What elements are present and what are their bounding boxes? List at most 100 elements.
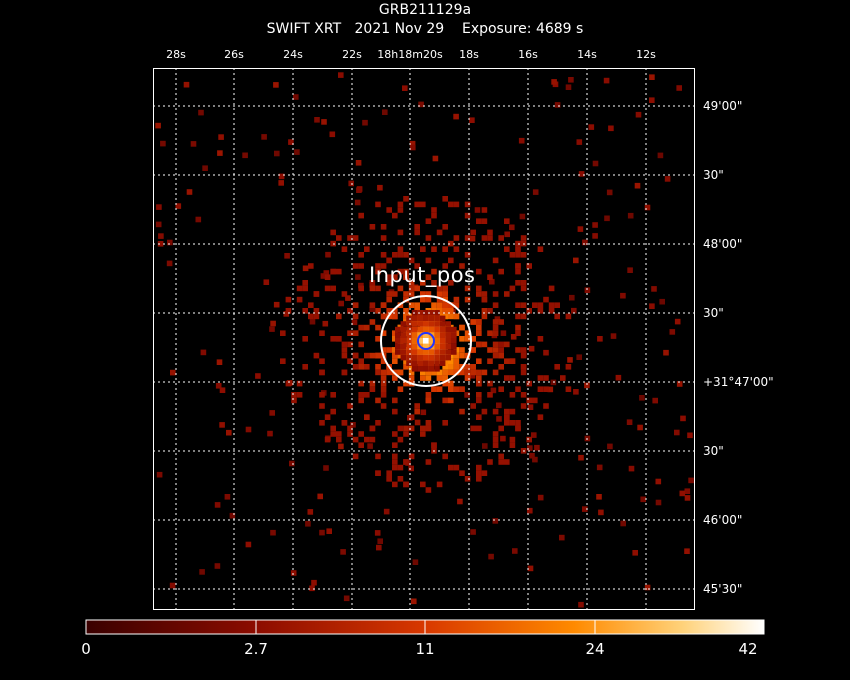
photon-pixel <box>380 347 387 353</box>
dec-tick-label: 45'30" <box>703 582 743 596</box>
photon-pixel <box>453 369 460 376</box>
photon-pixel <box>403 268 409 275</box>
photon-pixel <box>481 313 488 320</box>
photon-pixel <box>448 464 454 471</box>
photon-pixel <box>487 229 493 236</box>
photon-pixel <box>627 267 633 273</box>
photon-pixel <box>406 332 412 338</box>
ra-tick-label: 18h18m20s <box>377 48 443 61</box>
photon-pixel <box>448 358 454 364</box>
photon-pixel <box>330 268 336 275</box>
photon-pixel <box>425 274 432 280</box>
photon-pixel <box>215 383 222 389</box>
photon-pixel <box>470 425 476 432</box>
photon-pixel <box>383 508 390 515</box>
photon-pixel <box>186 189 193 195</box>
photon-pixel <box>498 268 504 275</box>
image-frame <box>153 68 695 610</box>
photon-pixel <box>386 207 392 213</box>
photon-pixel <box>358 212 364 219</box>
photon-pixel <box>406 326 412 333</box>
photon-pixel <box>355 160 362 166</box>
photon-pixel <box>326 528 332 534</box>
photon-pixel <box>216 359 223 365</box>
photon-pixel <box>420 201 426 208</box>
photon-pixel <box>420 431 426 437</box>
photon-pixel <box>199 569 205 575</box>
photon-pixel <box>324 285 331 292</box>
photon-pixel <box>634 182 641 189</box>
photon-pixel <box>352 453 359 460</box>
dec-tick-label: +31°47'00" <box>703 375 774 389</box>
photon-pixel <box>515 302 521 308</box>
photon-pixel <box>551 79 557 85</box>
photon-pixel <box>411 338 418 344</box>
dec-tick-label: 30" <box>703 444 724 458</box>
photon-pixel <box>567 357 573 363</box>
photon-pixel <box>459 352 465 359</box>
photon-pixel <box>157 241 164 247</box>
photon-pixel <box>531 432 537 438</box>
photon-pixel <box>364 364 370 370</box>
photon-pixel <box>559 534 565 541</box>
photon-pixel <box>476 341 482 348</box>
photon-pixel <box>395 343 401 350</box>
photon-pixel <box>403 358 409 364</box>
photon-pixel <box>649 303 655 309</box>
photon-pixel <box>358 358 364 364</box>
photon-pixel <box>425 375 432 381</box>
photon-pixel <box>607 443 613 450</box>
photon-pixel <box>347 341 353 348</box>
photon-pixel <box>403 459 409 465</box>
photon-pixel <box>442 285 448 292</box>
photon-pixel <box>414 263 420 269</box>
photon-pixel <box>336 268 342 275</box>
photon-pixel <box>439 321 446 327</box>
photon-pixel <box>425 235 432 241</box>
photon-pixel <box>464 330 471 336</box>
photon-pixel <box>554 364 560 370</box>
photon-pixel <box>423 366 429 372</box>
photon-pixel <box>397 201 404 208</box>
photon-pixel <box>218 134 224 140</box>
photon-pixel <box>392 308 398 314</box>
photon-pixel <box>408 257 415 264</box>
photon-pixel <box>411 315 418 322</box>
photon-pixel <box>434 349 440 355</box>
photon-pixel <box>411 598 417 605</box>
photon-pixel <box>403 364 409 370</box>
photon-pixel <box>498 319 504 325</box>
photon-pixel <box>504 408 510 415</box>
photon-pixel <box>492 352 499 359</box>
photon-pixel <box>406 315 412 322</box>
photon-pixel <box>403 380 409 387</box>
photon-pixel <box>627 212 634 219</box>
photon-pixel <box>364 392 370 398</box>
photon-pixel <box>170 369 176 376</box>
photon-pixel <box>568 77 574 83</box>
photon-pixel <box>442 224 448 230</box>
photon-pixel <box>615 374 622 381</box>
photon-pixel <box>439 343 446 350</box>
photon-pixel <box>459 347 465 353</box>
photon-pixel <box>392 358 398 364</box>
photon-pixel <box>688 477 694 484</box>
photon-pixel <box>392 459 398 465</box>
photon-pixel <box>330 431 336 437</box>
photon-pixel <box>305 521 311 527</box>
photon-pixel <box>431 442 437 448</box>
photon-pixel <box>476 324 482 331</box>
photon-pixel <box>425 459 432 465</box>
photon-pixel <box>439 338 446 344</box>
dec-tick-label: 48'00" <box>703 237 743 251</box>
photon-pixel <box>380 392 387 398</box>
photon-pixel <box>651 286 657 292</box>
photon-pixel <box>386 291 392 297</box>
photon-pixel <box>515 268 521 275</box>
photon-pixel <box>434 360 440 366</box>
photon-pixel <box>296 392 303 398</box>
photon-pixel <box>504 459 510 465</box>
photon-pixel <box>352 364 359 370</box>
photon-pixel <box>448 386 454 392</box>
photon-pixel <box>392 347 398 353</box>
